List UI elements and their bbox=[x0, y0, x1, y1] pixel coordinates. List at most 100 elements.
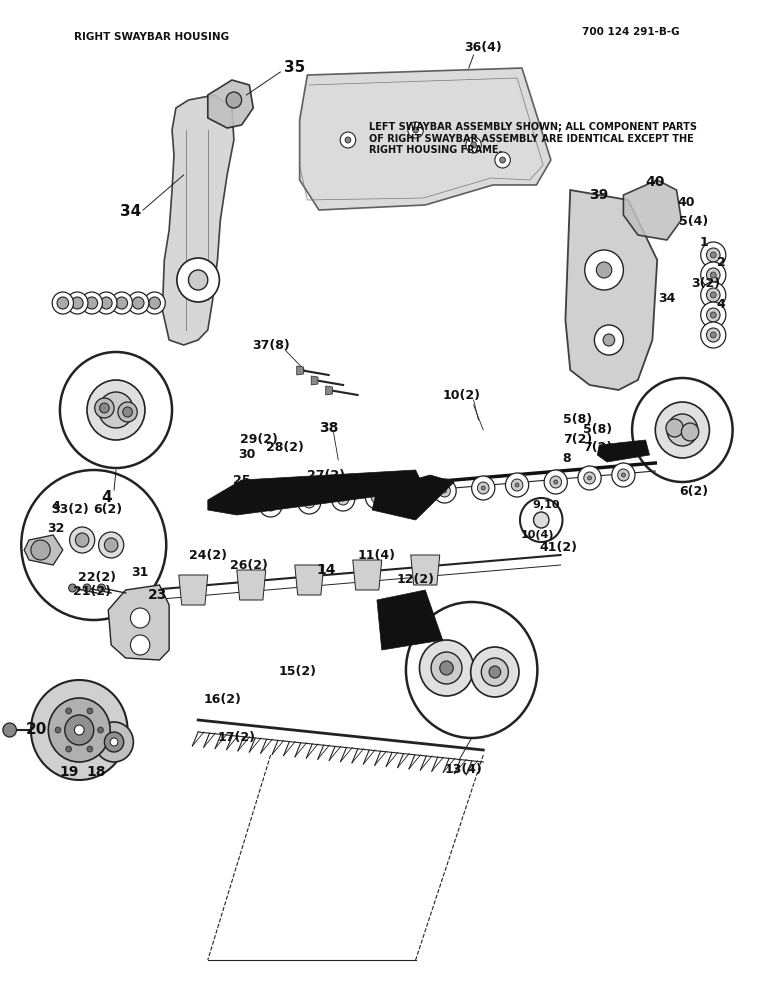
Text: 5(8): 5(8) bbox=[583, 424, 612, 436]
Circle shape bbox=[515, 483, 519, 487]
Circle shape bbox=[495, 152, 510, 168]
Circle shape bbox=[97, 584, 105, 592]
Text: 11(4): 11(4) bbox=[358, 548, 396, 562]
Circle shape bbox=[111, 292, 133, 314]
Circle shape bbox=[127, 292, 149, 314]
Text: 4: 4 bbox=[101, 490, 112, 506]
Circle shape bbox=[399, 482, 422, 506]
Circle shape bbox=[371, 491, 383, 503]
Circle shape bbox=[340, 132, 356, 148]
Polygon shape bbox=[411, 555, 440, 585]
Circle shape bbox=[611, 463, 635, 487]
Text: 38: 38 bbox=[319, 421, 338, 435]
Circle shape bbox=[365, 485, 388, 509]
Circle shape bbox=[481, 658, 509, 686]
Text: 31: 31 bbox=[131, 566, 149, 580]
Polygon shape bbox=[179, 575, 208, 605]
Circle shape bbox=[706, 248, 720, 262]
Text: 18: 18 bbox=[87, 765, 107, 779]
Circle shape bbox=[259, 493, 283, 517]
Text: 1: 1 bbox=[699, 235, 708, 248]
Text: 23: 23 bbox=[148, 588, 168, 602]
Circle shape bbox=[303, 496, 315, 508]
Text: 7(2): 7(2) bbox=[583, 442, 612, 454]
Polygon shape bbox=[300, 68, 551, 210]
Circle shape bbox=[554, 480, 557, 484]
Circle shape bbox=[130, 635, 150, 655]
Circle shape bbox=[116, 297, 127, 309]
Circle shape bbox=[413, 127, 418, 133]
Polygon shape bbox=[326, 386, 333, 395]
Text: 29(2): 29(2) bbox=[240, 434, 278, 446]
Text: 4: 4 bbox=[716, 298, 726, 310]
Circle shape bbox=[345, 137, 350, 143]
Circle shape bbox=[440, 661, 453, 675]
Circle shape bbox=[87, 746, 93, 752]
Text: 3(2): 3(2) bbox=[691, 277, 720, 290]
Text: 10(4): 10(4) bbox=[520, 530, 554, 540]
Circle shape bbox=[66, 708, 72, 714]
Text: 9,10: 9,10 bbox=[533, 500, 560, 510]
Circle shape bbox=[100, 297, 112, 309]
Text: 22(2): 22(2) bbox=[78, 572, 116, 584]
Circle shape bbox=[81, 292, 103, 314]
Circle shape bbox=[409, 492, 413, 496]
Circle shape bbox=[60, 352, 172, 468]
Circle shape bbox=[69, 527, 95, 553]
Polygon shape bbox=[377, 590, 442, 650]
Circle shape bbox=[406, 602, 537, 738]
Text: 14: 14 bbox=[317, 563, 337, 577]
Circle shape bbox=[265, 499, 276, 511]
Circle shape bbox=[431, 652, 462, 684]
Text: 8: 8 bbox=[562, 452, 571, 464]
Circle shape bbox=[701, 302, 726, 328]
Circle shape bbox=[706, 288, 720, 302]
Polygon shape bbox=[295, 565, 323, 595]
Circle shape bbox=[405, 488, 417, 500]
Circle shape bbox=[66, 292, 88, 314]
Circle shape bbox=[587, 476, 591, 480]
Circle shape bbox=[133, 297, 144, 309]
Polygon shape bbox=[353, 560, 382, 590]
Circle shape bbox=[331, 487, 354, 511]
Text: 13(4): 13(4) bbox=[445, 764, 482, 776]
Circle shape bbox=[149, 297, 161, 309]
Circle shape bbox=[550, 476, 561, 488]
Text: 5(8): 5(8) bbox=[564, 414, 593, 426]
Text: 7(2): 7(2) bbox=[564, 434, 593, 446]
Circle shape bbox=[99, 392, 134, 428]
Polygon shape bbox=[311, 376, 318, 385]
Circle shape bbox=[706, 328, 720, 342]
Circle shape bbox=[69, 584, 76, 592]
Circle shape bbox=[506, 473, 529, 497]
Circle shape bbox=[375, 495, 379, 499]
Text: 4: 4 bbox=[52, 500, 60, 514]
Polygon shape bbox=[24, 535, 63, 565]
Circle shape bbox=[710, 292, 716, 298]
Circle shape bbox=[471, 647, 519, 697]
Text: LEFT SWAYBAR ASSEMBLY SHOWN; ALL COMPONENT PARTS
OF RIGHT SWAYBAR ASSEMBLY ARE I: LEFT SWAYBAR ASSEMBLY SHOWN; ALL COMPONE… bbox=[369, 122, 697, 155]
Circle shape bbox=[57, 297, 69, 309]
Circle shape bbox=[87, 708, 93, 714]
Circle shape bbox=[472, 476, 495, 500]
Circle shape bbox=[123, 407, 133, 417]
Circle shape bbox=[533, 512, 549, 528]
Polygon shape bbox=[208, 80, 253, 128]
Circle shape bbox=[594, 325, 624, 355]
Circle shape bbox=[66, 746, 72, 752]
Text: 33(2): 33(2) bbox=[51, 504, 89, 516]
Text: 6(2): 6(2) bbox=[93, 504, 123, 516]
Circle shape bbox=[31, 680, 127, 780]
Circle shape bbox=[471, 142, 476, 148]
Text: 5(4): 5(4) bbox=[679, 216, 709, 229]
Circle shape bbox=[177, 258, 219, 302]
Polygon shape bbox=[296, 366, 303, 375]
Text: 10(2): 10(2) bbox=[443, 388, 481, 401]
Circle shape bbox=[269, 503, 273, 507]
Circle shape bbox=[682, 423, 699, 441]
Text: 12(2): 12(2) bbox=[397, 574, 435, 586]
Circle shape bbox=[706, 268, 720, 282]
Circle shape bbox=[118, 402, 137, 422]
Text: 24(2): 24(2) bbox=[189, 548, 227, 562]
Circle shape bbox=[710, 272, 716, 278]
